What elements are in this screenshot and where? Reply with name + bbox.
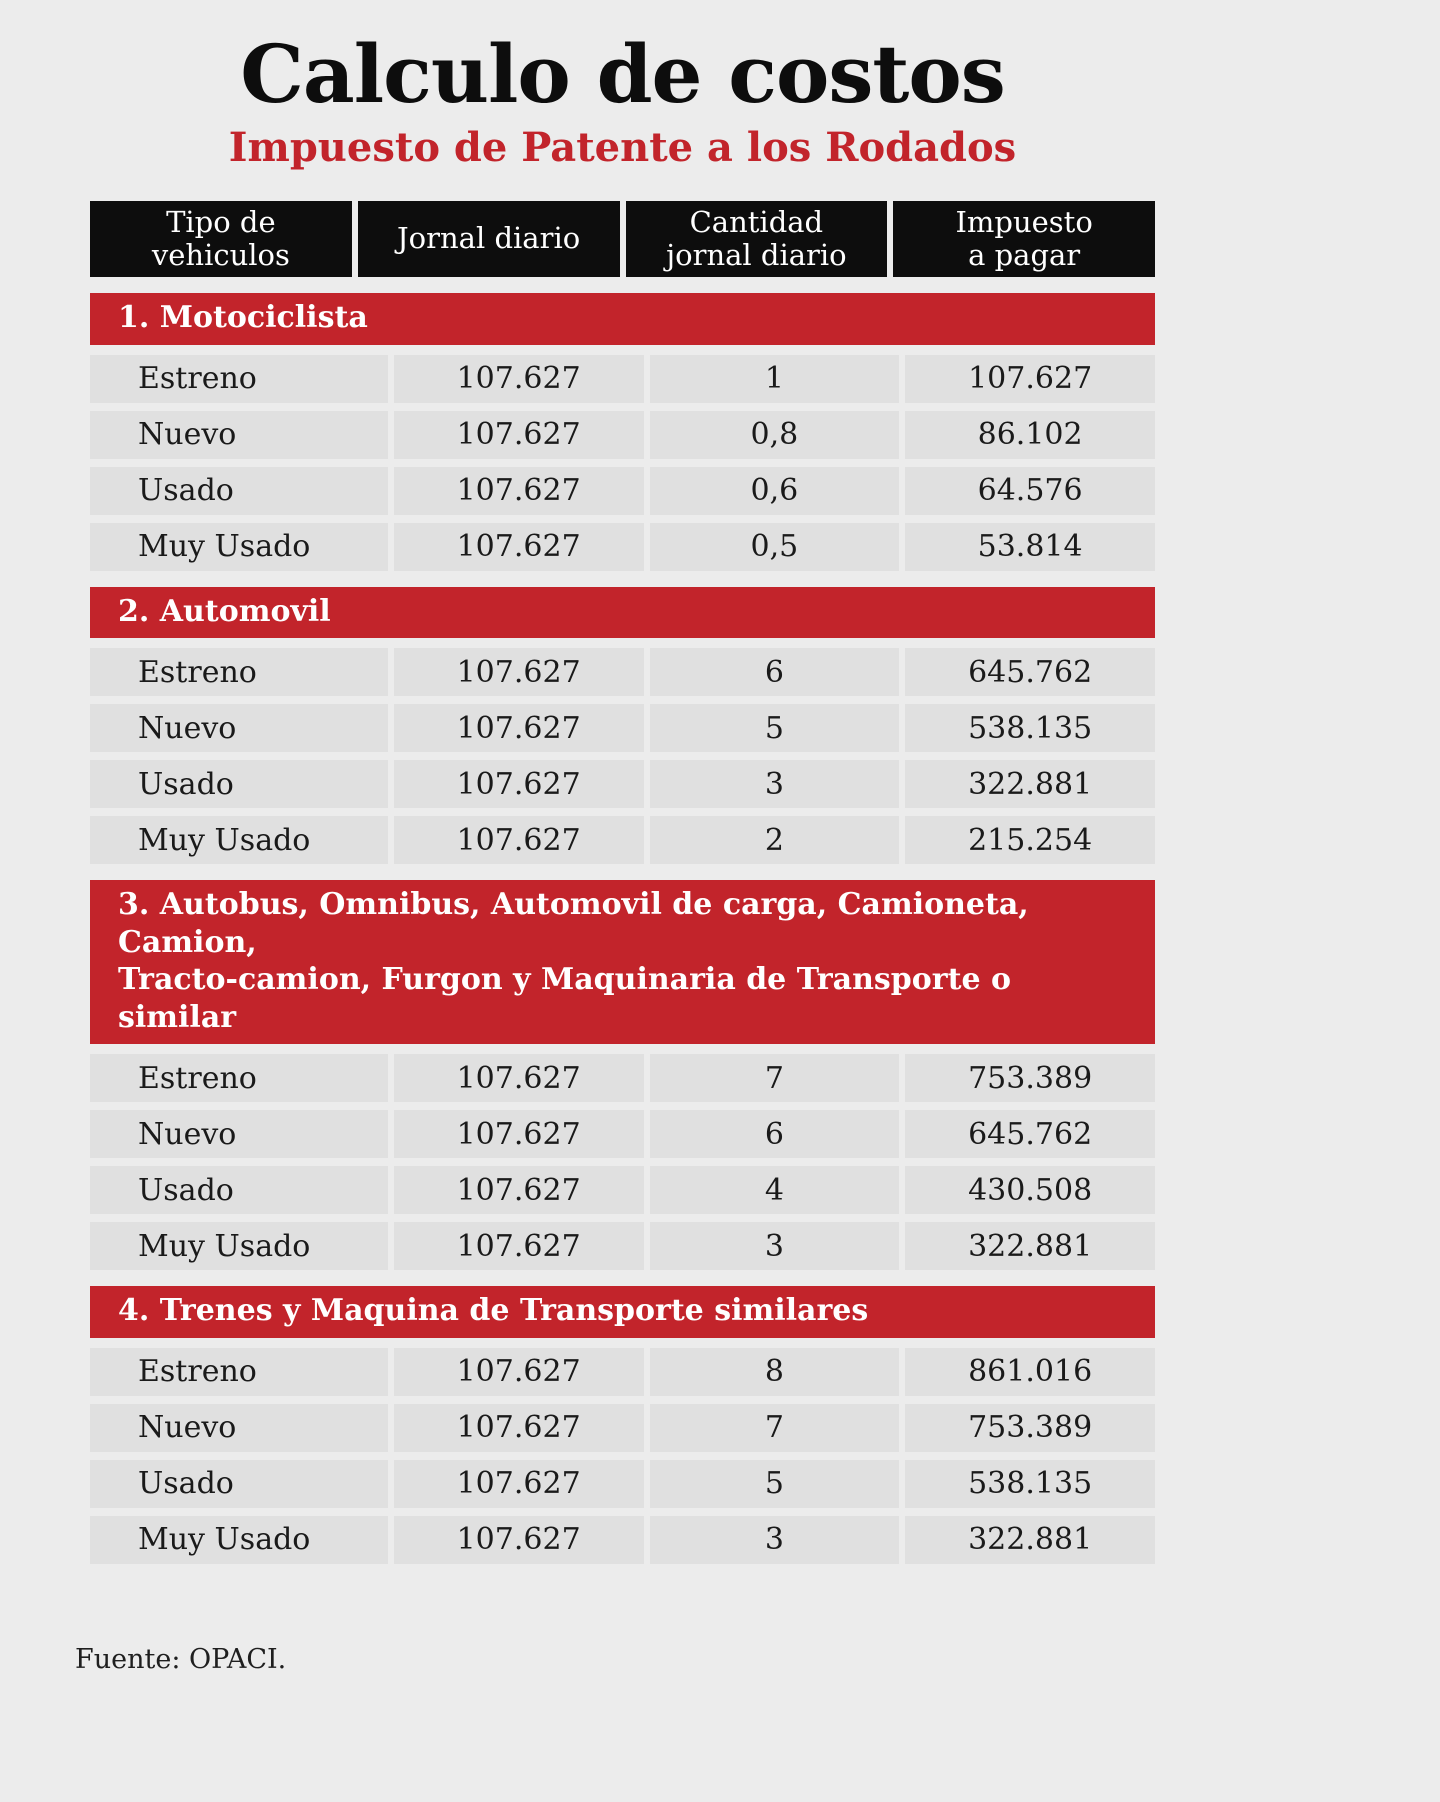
cell-impuesto-pagar: 538.135 [905,1459,1155,1508]
page-title: Calculo de costos [240,27,1006,121]
cell-impuesto-pagar: 538.135 [905,704,1155,752]
infographic-content: Calculo de costos Impuesto de Patente a … [90,34,1155,1564]
cost-table: Tipo de vehiculos Jornal diario Cantidad… [90,201,1155,1564]
cell-jornal-diario: 107.627 [393,410,644,459]
table-row: Muy Usado 107.627 3 322.881 [90,1515,1155,1564]
table-row: Nuevo 107.627 5 538.135 [90,704,1155,752]
cell-vehicle-type: Nuevo [90,1110,388,1158]
cell-vehicle-type: Estreno [90,354,388,403]
cell-vehicle-type: Usado [90,1459,388,1508]
cell-vehicle-type: Usado [90,760,388,808]
cell-cantidad-jornal: 0,8 [649,410,900,459]
cell-vehicle-type: Estreno [90,648,388,696]
cell-cantidad-jornal: 5 [649,1459,900,1508]
cell-jornal-diario: 107.627 [393,816,644,864]
column-header-tipo-vehiculos: Tipo de vehiculos [90,201,352,277]
cell-impuesto-pagar: 753.389 [905,1054,1155,1102]
cell-cantidad-jornal: 7 [649,1403,900,1452]
cell-vehicle-type: Muy Usado [90,522,388,571]
source-note: Fuente: OPACI. [75,1643,287,1675]
table-row: Muy Usado 107.627 0,5 53.814 [90,522,1155,571]
cell-vehicle-type: Nuevo [90,410,388,459]
cell-cantidad-jornal: 2 [649,816,900,864]
table-row: Usado 107.627 4 430.508 [90,1166,1155,1214]
cell-cantidad-jornal: 0,6 [649,466,900,515]
table-row: Estreno 107.627 1 107.627 [90,354,1155,403]
section-header-automovil: 2. Automovil [90,586,1155,638]
cell-vehicle-type: Muy Usado [90,816,388,864]
cell-cantidad-jornal: 5 [649,704,900,752]
cell-vehicle-type: Usado [90,1166,388,1214]
cell-impuesto-pagar: 861.016 [905,1347,1155,1396]
cell-jornal-diario: 107.627 [393,1347,644,1396]
cell-cantidad-jornal: 0,5 [649,522,900,571]
cell-impuesto-pagar: 322.881 [905,1222,1155,1270]
cell-vehicle-type: Muy Usado [90,1222,388,1270]
cell-jornal-diario: 107.627 [393,1403,644,1452]
table-row: Estreno 107.627 7 753.389 [90,1054,1155,1102]
cell-cantidad-jornal: 3 [649,760,900,808]
cell-vehicle-type: Nuevo [90,704,388,752]
table-row: Nuevo 107.627 6 645.762 [90,1110,1155,1158]
table-row: Usado 107.627 0,6 64.576 [90,466,1155,515]
cell-jornal-diario: 107.627 [393,522,644,571]
column-header-impuesto-pagar: Impuesto a pagar [893,201,1155,277]
cell-jornal-diario: 107.627 [393,1166,644,1214]
table-row: Estreno 107.627 8 861.016 [90,1347,1155,1396]
table-row: Muy Usado 107.627 3 322.881 [90,1222,1155,1270]
cell-cantidad-jornal: 6 [649,1110,900,1158]
cell-jornal-diario: 107.627 [393,466,644,515]
cell-vehicle-type: Estreno [90,1054,388,1102]
table-row: Estreno 107.627 6 645.762 [90,648,1155,696]
cell-jornal-diario: 107.627 [393,1515,644,1564]
cell-impuesto-pagar: 64.576 [905,466,1155,515]
cell-cantidad-jornal: 7 [649,1054,900,1102]
cell-cantidad-jornal: 8 [649,1347,900,1396]
table-header-row: Tipo de vehiculos Jornal diario Cantidad… [90,201,1155,277]
table-row: Nuevo 107.627 7 753.389 [90,1403,1155,1452]
table-row: Usado 107.627 5 538.135 [90,1459,1155,1508]
cell-impuesto-pagar: 215.254 [905,816,1155,864]
cell-impuesto-pagar: 53.814 [905,522,1155,571]
table-row: Nuevo 107.627 0,8 86.102 [90,410,1155,459]
section-header-motociclista: 1. Motociclista [90,293,1155,345]
cell-jornal-diario: 107.627 [393,1222,644,1270]
cell-impuesto-pagar: 430.508 [905,1166,1155,1214]
table-row: Usado 107.627 3 322.881 [90,760,1155,808]
cell-impuesto-pagar: 645.762 [905,648,1155,696]
page-subtitle: Impuesto de Patente a los Rodados [228,124,1017,171]
cell-jornal-diario: 107.627 [393,1459,644,1508]
cell-cantidad-jornal: 4 [649,1166,900,1214]
cell-jornal-diario: 107.627 [393,354,644,403]
cell-jornal-diario: 107.627 [393,704,644,752]
cell-jornal-diario: 107.627 [393,648,644,696]
cell-jornal-diario: 107.627 [393,760,644,808]
cell-impuesto-pagar: 645.762 [905,1110,1155,1158]
cell-cantidad-jornal: 6 [649,648,900,696]
cell-jornal-diario: 107.627 [393,1054,644,1102]
cell-impuesto-pagar: 322.881 [905,760,1155,808]
section-header-trenes: 4. Trenes y Maquina de Transporte simila… [90,1286,1155,1338]
column-header-cantidad-jornal: Cantidad jornal diario [625,201,888,277]
cell-vehicle-type: Muy Usado [90,1515,388,1564]
cell-cantidad-jornal: 1 [649,354,900,403]
section-header-autobus-carga: 3. Autobus, Omnibus, Automovil de carga,… [90,880,1155,1044]
table-row: Muy Usado 107.627 2 215.254 [90,816,1155,864]
cell-vehicle-type: Estreno [90,1347,388,1396]
cell-impuesto-pagar: 322.881 [905,1515,1155,1564]
cell-vehicle-type: Usado [90,466,388,515]
cell-impuesto-pagar: 753.389 [905,1403,1155,1452]
cell-impuesto-pagar: 86.102 [905,410,1155,459]
cell-cantidad-jornal: 3 [649,1515,900,1564]
cell-vehicle-type: Nuevo [90,1403,388,1452]
cell-jornal-diario: 107.627 [393,1110,644,1158]
cell-impuesto-pagar: 107.627 [905,354,1155,403]
column-header-jornal-diario: Jornal diario [357,201,620,277]
cell-cantidad-jornal: 3 [649,1222,900,1270]
